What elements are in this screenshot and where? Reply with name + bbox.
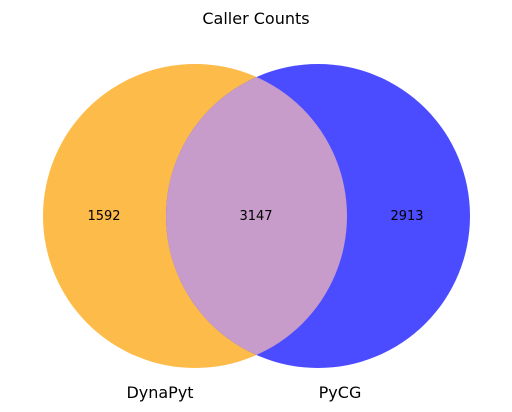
set-label-pycg: PyCG xyxy=(319,383,362,402)
intersection-count: 3147 xyxy=(239,209,272,224)
pycg-only-count: 2913 xyxy=(390,209,423,224)
set-label-dynapyt: DynaPyt xyxy=(126,383,193,402)
chart-title: Caller Counts xyxy=(202,9,309,28)
intersection-region xyxy=(166,64,347,368)
dynapyt-only-count: 1592 xyxy=(87,209,120,224)
